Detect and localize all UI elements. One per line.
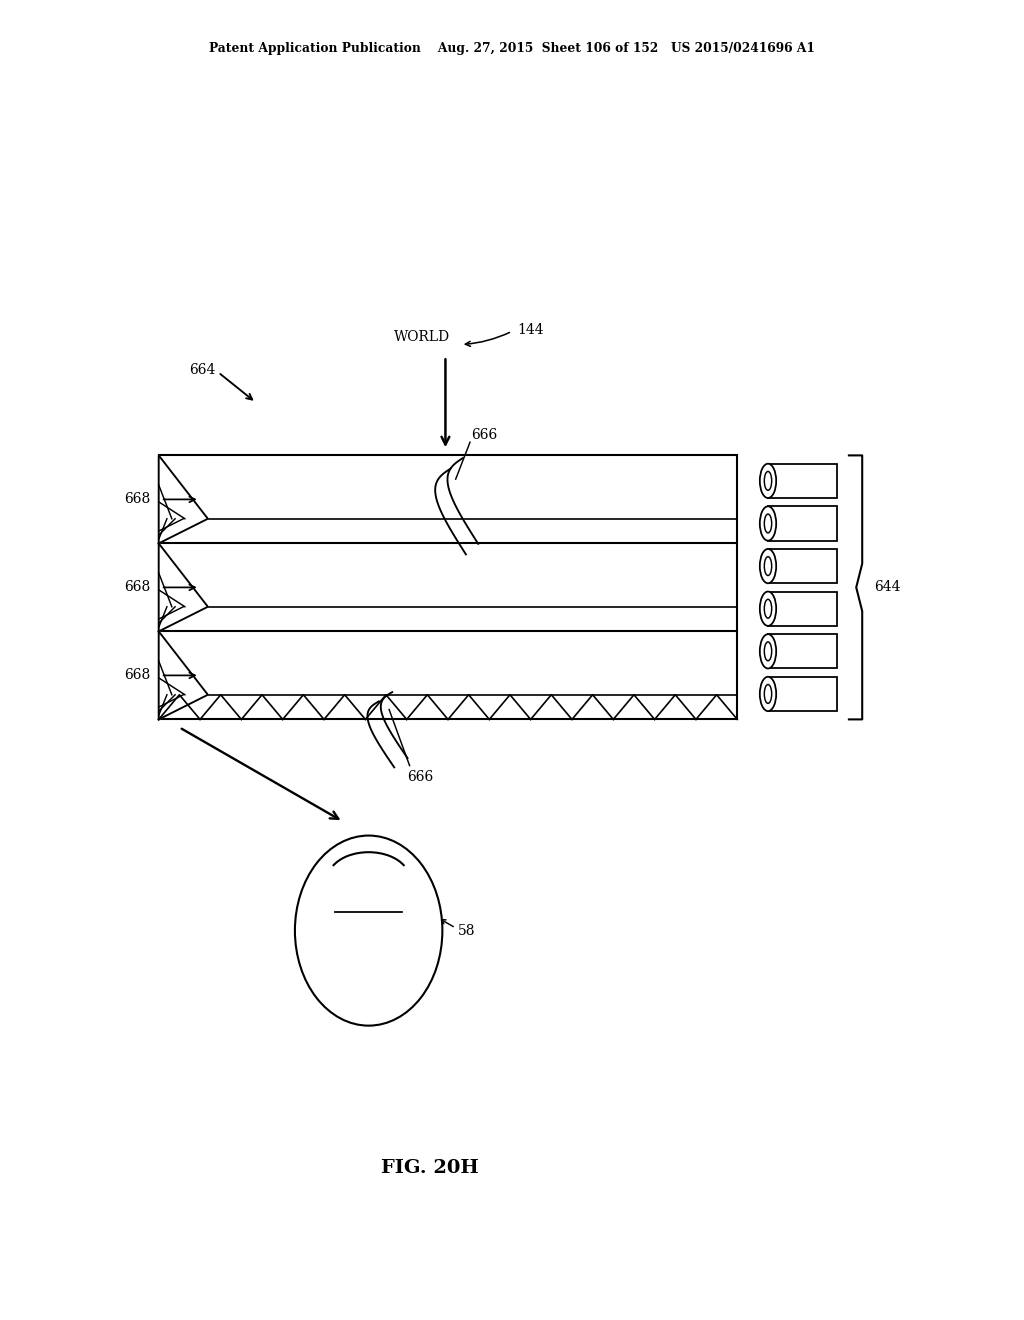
Ellipse shape [760,549,776,583]
Polygon shape [159,631,208,719]
Text: 666: 666 [407,770,433,784]
Ellipse shape [760,591,776,626]
Text: Patent Application Publication    Aug. 27, 2015  Sheet 106 of 152   US 2015/0241: Patent Application Publication Aug. 27, … [209,42,815,55]
Text: 58: 58 [458,924,475,937]
Polygon shape [159,455,208,544]
Bar [768,549,837,583]
Bar [768,591,837,626]
Text: 144: 144 [517,323,544,337]
Bar [768,677,837,711]
Ellipse shape [760,463,776,498]
Ellipse shape [760,507,776,541]
Bar [159,455,737,719]
Circle shape [295,836,442,1026]
Ellipse shape [764,557,772,576]
Bar [768,634,837,668]
Text: 668: 668 [124,668,151,682]
Ellipse shape [764,685,772,704]
Ellipse shape [760,677,776,711]
Ellipse shape [760,634,776,668]
Ellipse shape [764,642,772,661]
Text: 644: 644 [874,581,901,594]
Text: 666: 666 [471,428,498,442]
Ellipse shape [764,513,772,533]
Bar [768,507,837,541]
Text: 668: 668 [124,492,151,507]
Text: 664: 664 [188,363,215,376]
Ellipse shape [764,599,772,618]
Text: FIG. 20H: FIG. 20H [381,1159,479,1177]
Bar [768,463,837,498]
Text: 668: 668 [124,581,151,594]
Polygon shape [159,544,208,631]
Ellipse shape [764,471,772,490]
Text: WORLD: WORLD [394,330,451,343]
